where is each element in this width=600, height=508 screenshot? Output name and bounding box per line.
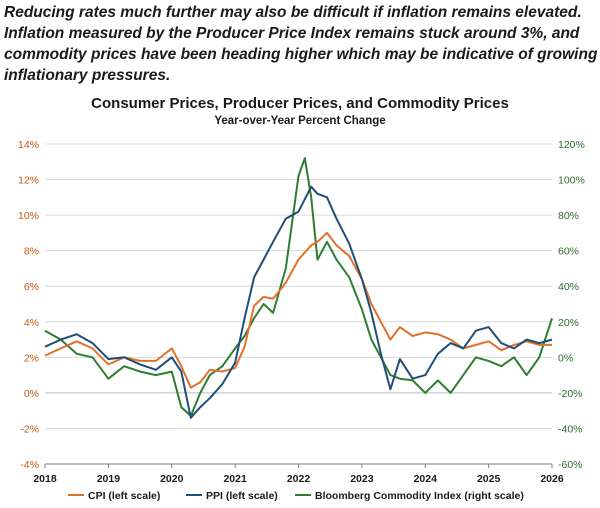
caption-text: Reducing rates much further may also be … (4, 4, 598, 84)
x-tick-label: 2021 (223, 473, 247, 485)
legend-label: PPI (left scale) (206, 490, 278, 502)
y-right-tick-label: 100% (558, 175, 585, 187)
y-left-tick-label: -4% (20, 459, 39, 471)
y-left-tick-label: 8% (24, 246, 39, 258)
legend-label: Bloomberg Commodity Index (right scale) (315, 490, 524, 502)
y-right-tick-label: -40% (558, 423, 583, 435)
y-right-tick-label: -20% (558, 388, 583, 400)
series-line-0 (44, 231, 552, 389)
y-right-tick-label: 60% (558, 246, 579, 258)
y-left-tick-label: 2% (24, 352, 39, 364)
series-lines (44, 157, 553, 419)
chart-subtitle: Year-over-Year Percent Change (214, 115, 386, 127)
x-tick-label: 2020 (160, 473, 184, 485)
series-line-2 (44, 157, 553, 417)
x-tick-label: 2025 (477, 473, 501, 485)
y-right-tick-label: 20% (558, 317, 579, 329)
y-left-tick-label: 14% (18, 139, 39, 151)
legend: CPI (left scale) PPI (left scale) Bloomber… (68, 490, 524, 502)
y-left-tick-label: 4% (24, 317, 39, 329)
y-right-tick-label: 80% (558, 210, 579, 222)
y-right-tick-label: 120% (558, 139, 585, 151)
y-right-tick-label: 40% (558, 281, 579, 293)
x-tick-label: 2022 (287, 473, 311, 485)
y-left-tick-label: 10% (18, 210, 39, 222)
y-right-tick-label: -60% (558, 459, 583, 471)
y-left-tick-label: 6% (24, 281, 39, 293)
y-left-tick-label: 0% (24, 388, 39, 400)
y-left-tick-label: 12% (18, 175, 39, 187)
x-tick-label: 2026 (540, 473, 564, 485)
axes: -4% -2% 0% 2% 4% 6% 8% 10% 12% 14% -60% -40% -20% 0% 2… (18, 139, 585, 485)
x-tick-label: 2019 (97, 473, 121, 485)
legend-label: CPI (left scale) (88, 490, 160, 502)
x-tick-label: 2018 (33, 473, 57, 485)
gridlines (45, 143, 552, 465)
series-line-1 (44, 185, 553, 419)
chart-title: Consumer Prices, Producer Prices, and Co… (91, 95, 509, 112)
x-tick-label: 2024 (414, 473, 438, 485)
x-tick-label: 2023 (350, 473, 374, 485)
y-left-tick-label: -2% (20, 423, 39, 435)
y-right-tick-label: 0% (558, 352, 573, 364)
